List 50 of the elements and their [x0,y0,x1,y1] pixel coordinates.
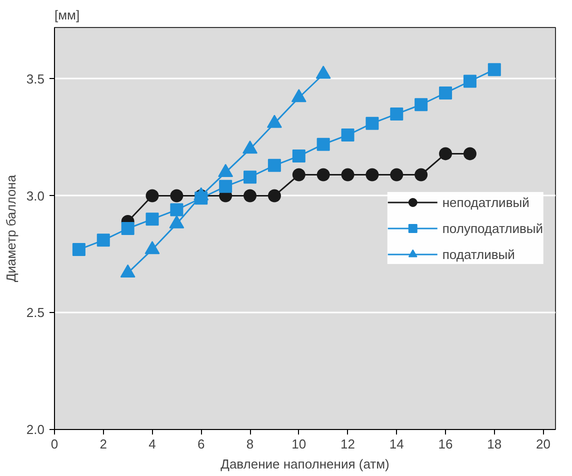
point [72,243,86,256]
point [341,168,354,182]
point [390,107,404,120]
x-tick-label: 0 [50,436,58,452]
x-tick-label: 18 [487,436,502,452]
point [366,116,379,130]
point [170,203,184,216]
x-tick-label: 12 [340,436,356,452]
point [268,189,281,202]
point [170,189,184,202]
y-axis-title: Диаметр баллона [3,174,18,282]
y-tick-label: 2.0 [26,422,45,437]
point [244,189,257,202]
point [439,86,452,100]
point [121,222,134,235]
y-tick-label: 3.5 [26,71,45,86]
point [268,158,281,172]
x-tick-label: 16 [438,436,453,452]
legend-label: полуподатливый [442,220,543,236]
x-tick-label: 20 [536,436,551,452]
point [244,170,257,184]
point [488,63,501,76]
point [292,168,306,182]
legend-label: неподатливый [442,194,530,210]
x-tick-label: 2 [100,436,107,452]
point [316,138,330,151]
point [341,128,354,142]
x-tick-label: 8 [246,436,254,452]
point [366,168,379,182]
x-tick-label: 4 [148,436,156,452]
point [96,234,110,247]
y-tick-label: 2.5 [26,305,45,320]
point [463,147,476,160]
point [414,168,428,182]
point [219,180,232,193]
text: [мм] [54,8,80,22]
point [146,189,159,202]
x-tick-label: 6 [198,436,205,452]
x-axis-title: Давление наполнения (атм) [220,456,390,472]
x-tick-label: 14 [389,436,404,452]
point [146,212,159,226]
point [414,98,428,112]
y-tick-label: 3.0 [26,188,45,204]
point [390,168,404,182]
point [316,168,330,182]
x-tick-label: 10 [292,436,306,452]
point [292,150,306,163]
legend-label: податливый [442,246,515,262]
point [463,74,476,88]
point [439,147,452,160]
